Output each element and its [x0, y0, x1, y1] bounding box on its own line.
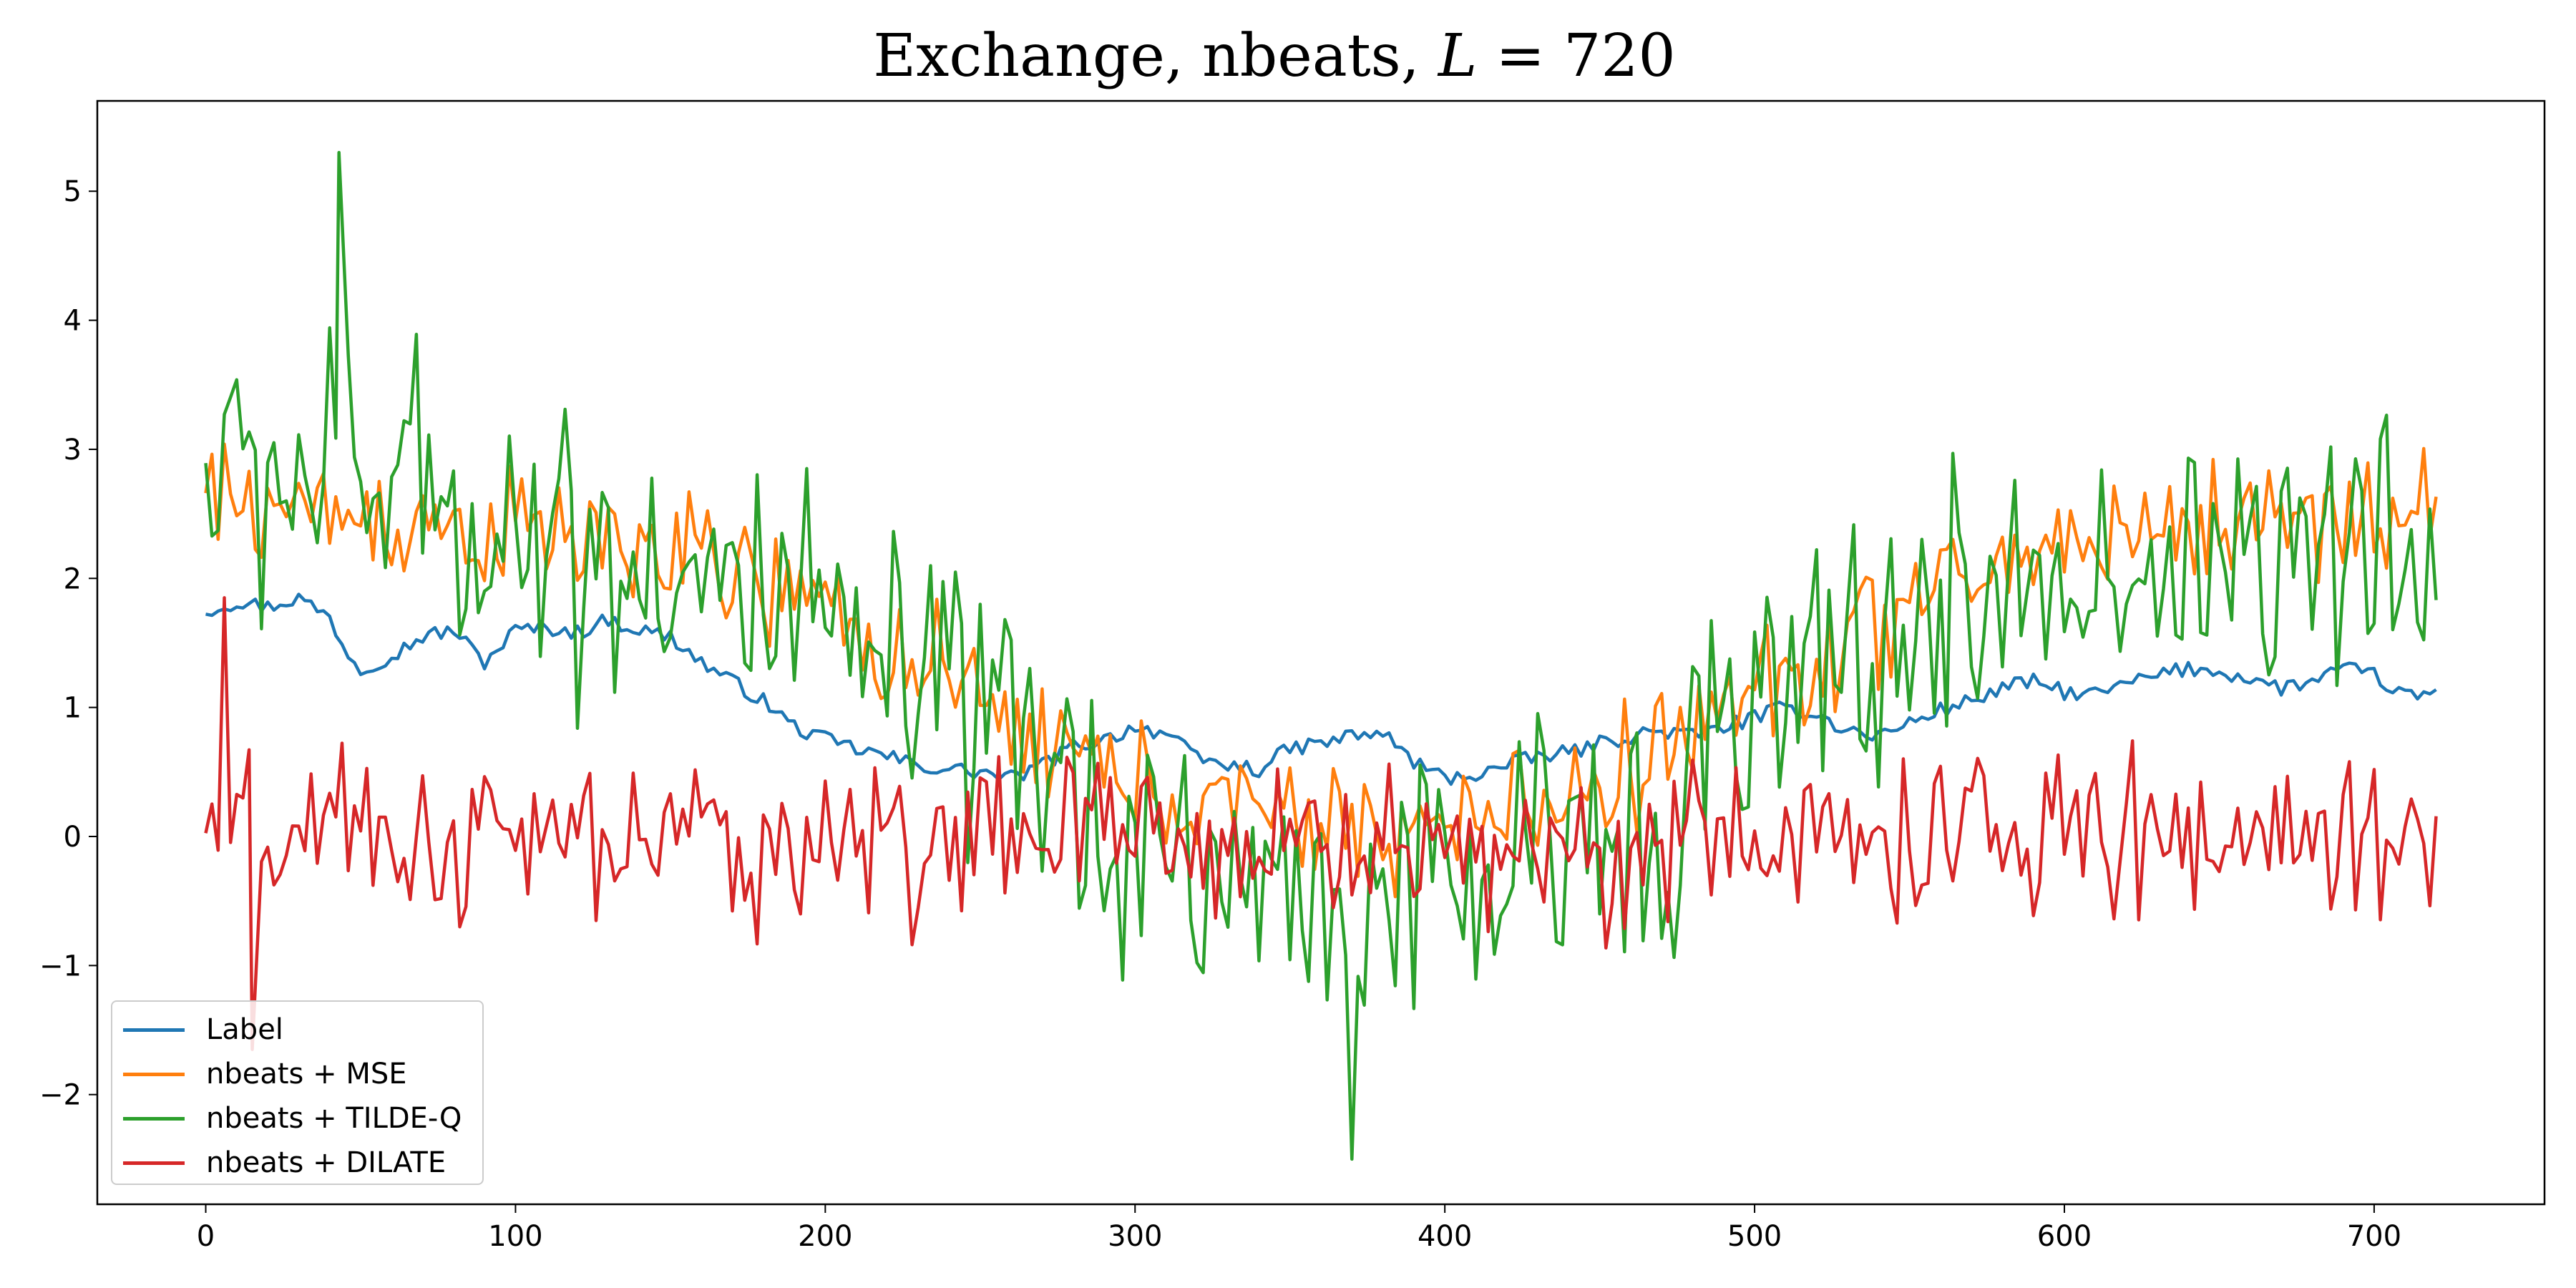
- y-tick-label: −2: [39, 1079, 82, 1112]
- x-tick-label: 700: [2347, 1220, 2401, 1253]
- y-tick-label: 1: [64, 692, 82, 725]
- legend-label: nbeats + MSE: [206, 1058, 407, 1091]
- legend-label: nbeats + TILDE-Q: [206, 1102, 462, 1135]
- x-tick-label: 600: [2037, 1220, 2092, 1253]
- x-tick-label: 0: [197, 1220, 215, 1253]
- x-axis: 0 100 200 300 400 500 600 700: [197, 1204, 2401, 1253]
- x-tick-label: 200: [798, 1220, 852, 1253]
- series-line-4: [204, 596, 2438, 1051]
- y-tick-label: −1: [39, 950, 82, 982]
- x-tick-label: 400: [1418, 1220, 1472, 1253]
- series-line-2: [204, 442, 2438, 899]
- y-axis: −2 −1 0 1 2 3 4 5: [39, 175, 97, 1112]
- legend-item: nbeats + MSE: [112, 1052, 482, 1096]
- legend-swatch: [123, 1161, 185, 1165]
- legend-swatch: [123, 1028, 185, 1032]
- x-tick-label: 300: [1108, 1220, 1162, 1253]
- legend-label: nbeats + DILATE: [206, 1146, 447, 1179]
- y-tick-label: 3: [64, 434, 82, 467]
- chart-title-suffix: = 720: [1477, 22, 1676, 90]
- series-line-1: [205, 592, 2437, 786]
- axes-frame: [96, 99, 2546, 1206]
- y-tick-label: 4: [64, 305, 82, 338]
- series-layer: [204, 150, 2438, 1161]
- chart-title: Exchange, nbeats, L = 720: [97, 27, 2451, 86]
- legend-swatch: [123, 1116, 185, 1121]
- legend-item: nbeats + DILATE: [112, 1141, 482, 1185]
- x-tick-label: 500: [1727, 1220, 1782, 1253]
- chart-title-prefix: Exchange, nbeats,: [873, 22, 1438, 90]
- y-tick-label: 5: [64, 175, 82, 208]
- legend: Label nbeats + MSE nbeats + TILDE-Q nbeats …: [111, 1000, 484, 1185]
- y-tick-label: 0: [64, 821, 82, 854]
- x-tick-label: 100: [488, 1220, 542, 1253]
- legend-item: nbeats + TILDE-Q: [112, 1096, 482, 1141]
- y-tick-label: 2: [64, 562, 82, 595]
- legend-label: Label: [206, 1013, 283, 1046]
- legend-swatch: [123, 1072, 185, 1076]
- series-line-3: [204, 150, 2438, 1161]
- legend-item: Label: [112, 1008, 482, 1052]
- chart-title-variable: L: [1438, 22, 1478, 90]
